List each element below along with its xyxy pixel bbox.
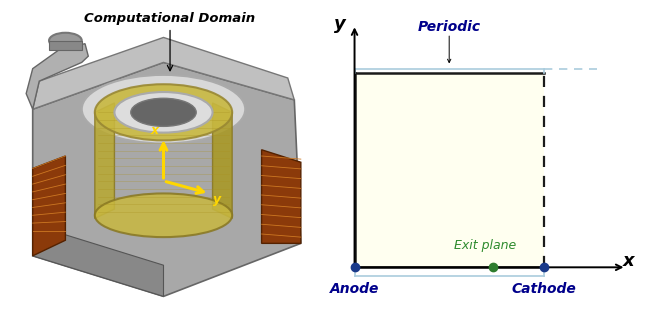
- Polygon shape: [33, 156, 65, 256]
- Polygon shape: [33, 37, 294, 109]
- Polygon shape: [262, 150, 301, 243]
- Polygon shape: [95, 103, 114, 218]
- Ellipse shape: [95, 84, 232, 140]
- Polygon shape: [49, 41, 82, 50]
- Text: x: x: [150, 124, 158, 137]
- Ellipse shape: [131, 98, 196, 126]
- Text: y: y: [213, 193, 220, 206]
- Text: y: y: [334, 15, 346, 33]
- Bar: [354, 73, 544, 267]
- Text: x: x: [623, 252, 634, 270]
- Text: Exit plane: Exit plane: [455, 239, 517, 252]
- Ellipse shape: [95, 193, 232, 237]
- Text: Cathode: Cathode: [511, 282, 576, 296]
- Text: Periodic: Periodic: [418, 20, 481, 34]
- Ellipse shape: [128, 97, 199, 128]
- Text: Computational Domain: Computational Domain: [84, 12, 256, 71]
- Polygon shape: [213, 103, 232, 218]
- Polygon shape: [33, 62, 301, 296]
- Ellipse shape: [82, 75, 245, 144]
- Polygon shape: [33, 225, 164, 296]
- Ellipse shape: [49, 33, 82, 48]
- Text: Anode: Anode: [330, 282, 379, 296]
- Ellipse shape: [114, 92, 213, 133]
- Polygon shape: [26, 44, 88, 109]
